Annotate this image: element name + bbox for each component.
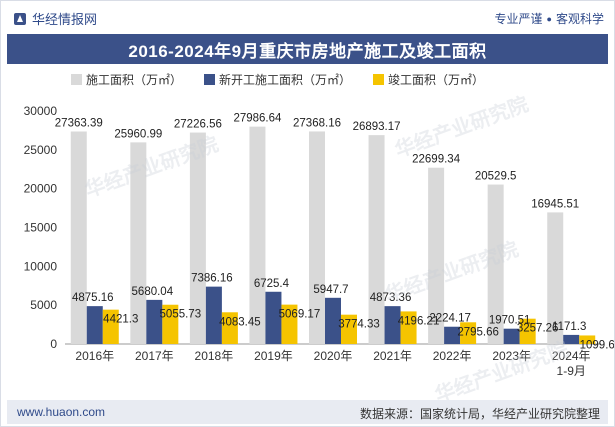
x-tick-label: 2017年 bbox=[135, 349, 174, 363]
legend-item-construction[interactable]: 施工面积（万㎡） bbox=[71, 71, 182, 88]
bar bbox=[341, 314, 357, 344]
x-tick-label: 2024年 bbox=[552, 349, 591, 363]
legend-label-completed: 竣工面积（万㎡） bbox=[388, 73, 485, 87]
legend-item-completed[interactable]: 竣工面积（万㎡） bbox=[373, 71, 484, 88]
data-label: 16945.51 bbox=[531, 198, 579, 210]
bar bbox=[444, 326, 461, 344]
data-label: 2795.66 bbox=[457, 326, 499, 338]
slogan-right: 客观科学 bbox=[555, 12, 604, 26]
legend-label-construction: 施工面积（万㎡） bbox=[86, 73, 183, 87]
y-tick-label: 0 bbox=[50, 337, 57, 351]
legend-label-new-start: 新开工施工面积（万㎡） bbox=[219, 73, 352, 87]
bar bbox=[265, 291, 282, 344]
x-tick-label: 2023年 bbox=[492, 349, 531, 363]
bar bbox=[309, 131, 325, 344]
huajing-logo-icon bbox=[14, 12, 26, 25]
data-label: 7386.16 bbox=[191, 273, 233, 285]
x-tick-label: 2019年 bbox=[254, 349, 293, 363]
bar bbox=[70, 131, 87, 344]
data-label: 5069.17 bbox=[279, 309, 321, 321]
data-label: 20529.5 bbox=[475, 171, 517, 183]
bar bbox=[102, 309, 119, 344]
bar bbox=[281, 304, 298, 344]
title-bar: 2016-2024年9月重庆市房地产施工及竣工面积 bbox=[7, 34, 608, 64]
data-label: 2224.17 bbox=[429, 313, 471, 325]
data-label: 25960.99 bbox=[114, 128, 162, 140]
bar bbox=[221, 312, 238, 344]
legend-swatch-construction bbox=[71, 74, 82, 85]
chart-title: 2016-2024年9月重庆市房地产施工及竣工面积 bbox=[128, 41, 487, 61]
x-tick-label: 2020年 bbox=[314, 349, 353, 363]
data-label: 4875.16 bbox=[72, 292, 114, 304]
data-label: 4873.36 bbox=[370, 292, 412, 304]
bar bbox=[428, 167, 445, 344]
bar bbox=[400, 311, 417, 344]
y-tick-label: 15000 bbox=[24, 221, 58, 235]
bullet-icon: ● bbox=[546, 14, 552, 24]
legend-item-new-start[interactable]: 新开工施工面积（万㎡） bbox=[204, 71, 351, 88]
y-tick-label: 25000 bbox=[24, 143, 58, 157]
x-tick-label: 2018年 bbox=[195, 349, 234, 363]
footer-url[interactable]: www.huaon.com bbox=[17, 405, 106, 419]
footer-source: 数据来源：国家统计局，华经产业研究院整理 bbox=[359, 407, 600, 421]
y-tick-label: 5000 bbox=[30, 298, 57, 312]
data-label: 5680.04 bbox=[132, 286, 174, 298]
bar bbox=[86, 306, 103, 344]
brand[interactable]: 华经情报网 bbox=[13, 9, 97, 28]
data-label: 4083.45 bbox=[219, 316, 261, 328]
top-bar: 华经情报网 专业严谨 ● 客观科学 bbox=[1, 1, 614, 33]
bar bbox=[162, 304, 179, 344]
bar bbox=[249, 126, 266, 344]
data-label: 3774.33 bbox=[338, 319, 380, 331]
data-label: 5055.73 bbox=[160, 309, 202, 321]
bar bbox=[189, 132, 206, 344]
data-label: 26893.17 bbox=[353, 121, 401, 133]
data-label: 27363.39 bbox=[55, 117, 103, 129]
y-tick-label: 10000 bbox=[24, 259, 58, 273]
data-label: 4196.21 bbox=[398, 315, 440, 327]
y-tick-label: 20000 bbox=[24, 182, 58, 196]
bar bbox=[368, 135, 385, 344]
bar bbox=[146, 299, 163, 344]
slogan-left: 专业严谨 bbox=[494, 12, 543, 26]
x-tick-label: 2021年 bbox=[373, 349, 412, 363]
bar bbox=[205, 286, 222, 344]
bar bbox=[563, 334, 580, 344]
x-tick-label: 2016年 bbox=[75, 349, 114, 363]
footer-bar: www.huaon.com 数据来源：国家统计局，华经产业研究院整理 bbox=[7, 400, 608, 424]
x-tick-label: 2022年 bbox=[433, 349, 472, 363]
data-label: 1099.6 bbox=[580, 339, 614, 351]
data-label: 1970.51 bbox=[489, 315, 531, 327]
bar bbox=[487, 184, 504, 344]
slogan: 专业严谨 ● 客观科学 bbox=[495, 10, 604, 27]
data-label: 22699.34 bbox=[412, 154, 461, 166]
bar bbox=[547, 212, 564, 344]
data-label: 3257.26 bbox=[517, 323, 559, 335]
bar bbox=[503, 328, 520, 344]
legend-swatch-new-start bbox=[204, 74, 216, 85]
data-label: 1171.3 bbox=[552, 321, 586, 333]
bar bbox=[460, 322, 477, 344]
brand-name: 华经情报网 bbox=[32, 12, 98, 27]
data-label: 4421.3 bbox=[103, 314, 138, 326]
data-label: 27226.56 bbox=[174, 119, 222, 131]
bar bbox=[130, 142, 147, 344]
data-label: 6725.4 bbox=[254, 278, 290, 290]
bar bbox=[325, 297, 341, 344]
bar bbox=[519, 318, 536, 344]
bar bbox=[384, 306, 401, 344]
y-tick-label: 30000 bbox=[24, 104, 58, 118]
chart-legend: 施工面积（万㎡） 新开工施工面积（万㎡） 竣工面积（万㎡） bbox=[71, 71, 591, 88]
data-label: 5947.7 bbox=[313, 284, 348, 296]
legend-swatch-completed bbox=[373, 74, 385, 85]
data-label: 27986.64 bbox=[233, 113, 282, 125]
bar bbox=[579, 335, 596, 344]
x-tick-label: 1-9月 bbox=[557, 364, 586, 378]
data-label: 27368.16 bbox=[293, 117, 341, 129]
